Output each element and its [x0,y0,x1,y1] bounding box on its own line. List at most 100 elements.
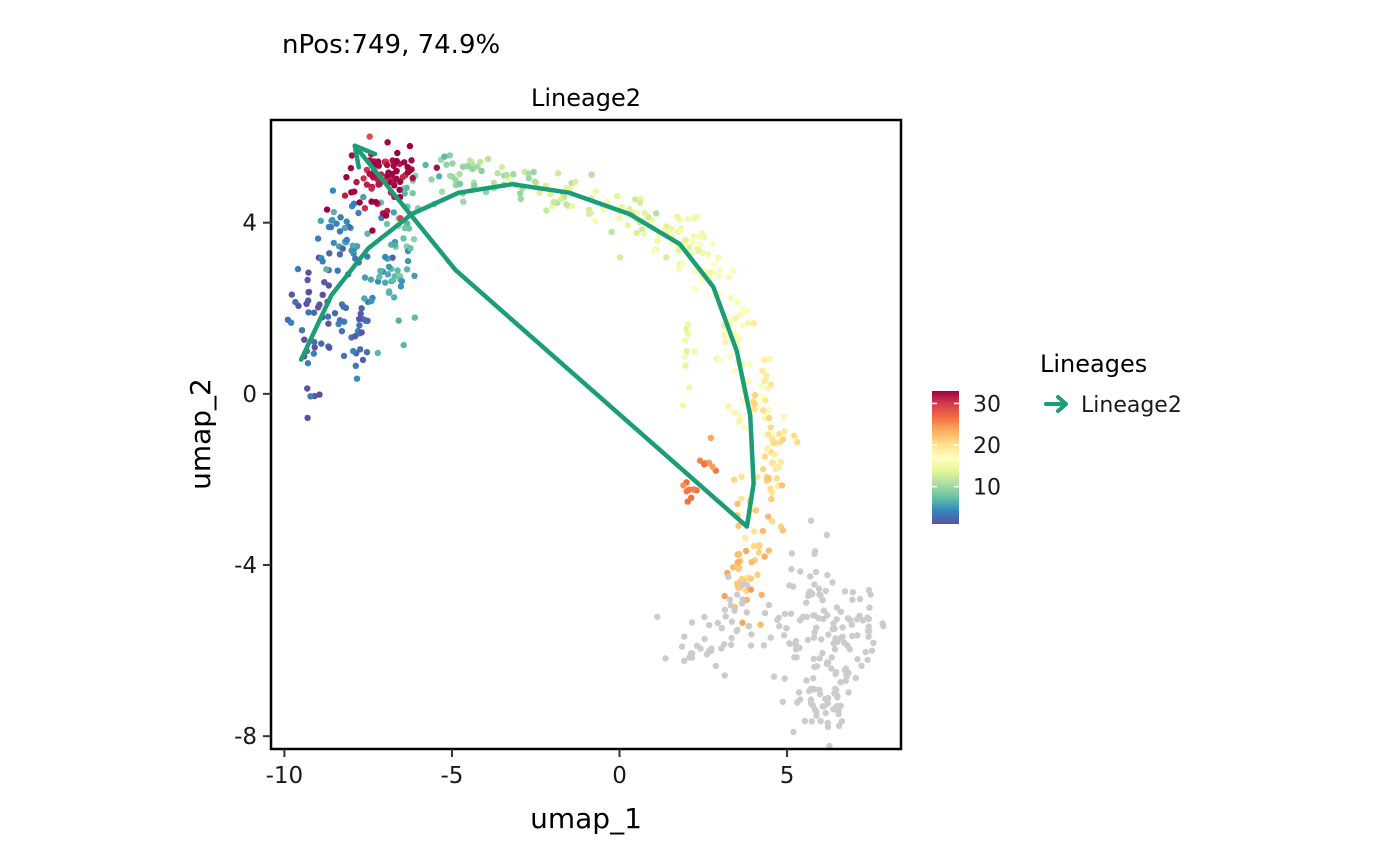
cell-point [357,346,364,353]
cell-point [856,595,864,603]
cell-point [858,662,865,669]
cell-point [813,624,820,631]
cell-point [743,582,751,589]
cell-point [747,586,755,593]
cell-point [835,710,842,718]
cell-point [347,164,355,172]
cell-point [614,192,621,200]
cell-point [793,654,800,661]
cell-point [824,700,831,707]
cell-point [683,348,690,355]
cell-point [759,367,766,374]
cell-point [767,424,774,431]
cell-point [779,436,787,443]
cell-point [819,703,826,710]
cell-point [783,625,790,632]
cell-point [349,242,356,249]
cell-point [681,657,688,664]
cell-point [725,274,732,281]
cell-point [714,254,722,261]
cell-point [722,613,729,620]
cell-point [301,336,308,343]
cell-point [637,199,644,206]
cell-point [811,581,818,588]
cell-point [334,267,341,274]
cell-point [804,636,812,644]
cell-point [845,689,852,696]
cell-point [563,184,570,192]
cell-point [823,531,831,539]
cell-point [735,565,742,573]
cell-point [780,413,788,421]
cell-point [490,179,498,186]
cell-point [763,372,770,379]
cell-point [808,718,815,725]
cell-point [830,620,837,627]
cell-point [400,341,407,349]
cell-point [849,632,856,640]
y-axis-title: umap_2 [184,378,217,490]
cell-point [739,619,746,626]
cell-point [824,571,831,579]
cell-point [734,551,741,558]
cell-point [822,587,829,595]
cell-point [498,163,506,171]
cell-point [452,176,459,183]
cell-point [766,407,773,414]
cell-point [779,527,787,534]
cell-point [397,283,405,290]
cell-point [731,607,738,614]
cell-point [721,592,728,600]
cell-point [321,279,328,286]
cell-point [734,500,741,507]
cell-point [351,188,358,195]
cell-point [517,190,524,197]
colorbar-gradient [932,391,959,524]
cell-point [376,273,383,281]
cell-point [841,667,848,674]
cell-point [684,215,691,223]
cell-point [310,350,317,357]
legend-key-arrow [1056,395,1068,413]
cell-point [701,635,708,643]
cell-point [690,233,697,240]
cell-point [360,175,367,182]
cell-point [443,161,450,168]
cell-point [865,628,873,635]
cell-point [361,295,368,302]
cell-point [787,610,795,617]
cell-point [403,266,411,273]
cell-point [456,180,464,187]
cell-point [812,568,820,576]
panel-border [269,118,903,751]
cell-point [841,588,849,595]
cell-point [778,482,786,489]
cell-point [384,271,392,278]
cell-point [773,475,780,482]
cell-point [813,708,820,716]
cell-point [298,327,306,334]
cell-point [389,277,397,284]
cell-point [760,407,767,414]
cell-point [359,356,367,364]
cell-point [822,709,829,717]
cell-point [742,547,750,555]
cell-point [816,655,823,662]
cell-point [324,313,332,320]
cell-point [765,414,773,422]
cell-point [675,247,682,254]
cell-point [681,337,689,344]
cell-point [728,641,735,648]
cell-point [341,224,348,232]
cell-point [624,222,631,229]
cell-point [422,161,429,169]
cell-point [811,663,818,671]
cell-point [819,596,826,604]
cell-point [592,217,599,224]
cell-point [736,311,743,318]
cell-point [739,396,746,404]
cell-point [732,315,739,322]
cell-point [681,353,689,361]
cell-point [616,254,624,261]
cell-point [764,444,771,452]
